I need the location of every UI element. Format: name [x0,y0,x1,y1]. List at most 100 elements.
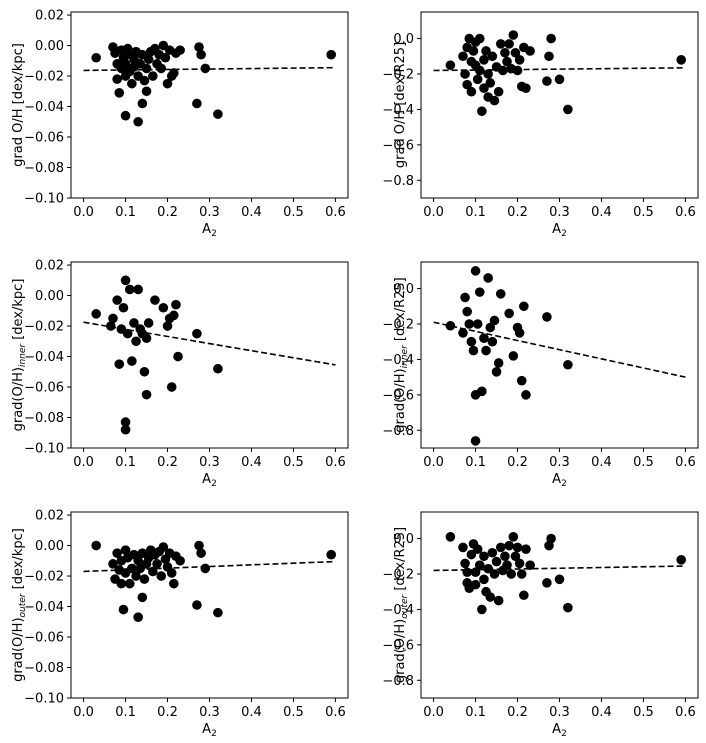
data-point [139,75,150,86]
data-point [120,110,131,121]
data-point [479,55,489,65]
data-point [554,74,565,85]
y-tick-label: −0.08 [24,411,64,426]
y-axis-label: grad O/H [dex/R25] [393,42,408,168]
data-point [192,328,202,339]
data-point [127,356,137,366]
data-point [166,568,177,578]
x-tick-label: 0.4 [591,455,612,470]
y-tick-label: −0.04 [24,100,64,115]
data-point [141,63,152,74]
data-point [150,295,160,305]
data-point [470,266,481,276]
data-point [462,306,472,317]
data-point [162,78,173,89]
data-point [458,51,468,62]
y-tick-label: −0.6 [382,638,414,653]
data-point [458,542,468,553]
plot-frame [420,11,699,199]
plot-frame [420,261,699,449]
data-point [544,51,554,62]
x-tick-label: 0.6 [325,455,346,470]
data-point [514,55,525,65]
x-tick-label: 0.0 [73,455,94,470]
x-tick-label: 0.1 [115,455,136,470]
data-point [158,542,169,552]
data-point [510,47,521,58]
data-point [487,547,498,558]
data-point [470,579,481,590]
data-point [483,273,493,283]
x-axis-label: A2 [552,472,567,489]
x-tick-label: 0.3 [549,705,570,720]
data-point [108,313,118,324]
data-point [158,302,169,313]
data-point [483,69,493,79]
data-point [120,417,131,427]
data-point [124,578,135,589]
y-tick-label: −0.10 [24,192,64,207]
data-point [504,308,514,319]
data-point [479,333,489,343]
data-point [489,569,500,579]
x-tick-label: 0.2 [157,455,178,470]
data-point [114,359,125,369]
data-point [127,78,137,89]
x-tick-label: 0.2 [507,705,528,720]
y-tick-label: −0.10 [24,692,64,707]
data-point [514,558,525,569]
data-point [481,46,491,56]
data-point [213,363,223,374]
x-axis-label: A2 [202,722,217,739]
data-point [483,563,493,574]
fit-line [433,321,686,378]
data-point [546,533,556,544]
x-tick-label: 0.4 [591,205,612,220]
data-point [508,532,519,542]
data-point [192,98,202,109]
x-tick-label: 0.5 [283,205,304,220]
data-point [175,45,185,55]
data-point [481,345,491,356]
x-tick-label: 0.2 [507,205,528,220]
data-point [127,563,137,574]
data-point [676,55,687,65]
data-point [493,86,504,97]
x-tick-label: 0.1 [465,705,486,720]
data-point [563,359,573,370]
x-axis-label: A2 [552,722,567,739]
x-axis-label: A2 [202,222,217,239]
y-tick-label: 0.02 [35,259,64,274]
x-axis-label: A2 [552,222,567,239]
y-tick-label: 0.0 [393,32,414,47]
data-point [445,60,456,70]
chart-panel-3: 0.0 0.1 0.2 0.3 0.4 0.5 0.6 −0.10 −0.08 −0.06 −0.0… [11,259,349,489]
data-point [200,563,211,574]
data-point [508,30,519,40]
data-point [472,544,483,554]
data-point [510,551,521,562]
data-point [169,578,179,589]
y-tick-label: −0.06 [24,381,64,396]
data-point [148,71,158,81]
data-point [173,351,183,362]
y-tick-label: −0.02 [24,320,64,335]
data-point [133,612,143,622]
data-point [143,54,154,65]
data-point [491,367,502,377]
data-point [472,74,483,85]
x-tick-label: 0.6 [325,705,346,720]
data-point [462,79,472,90]
y-tick-label: 0.02 [35,9,64,24]
data-point [131,571,141,581]
data-point [148,566,158,577]
x-tick-label: 0.0 [73,705,94,720]
y-tick-label: −0.6 [382,388,414,403]
data-point [512,65,523,76]
data-point [472,319,483,329]
data-point [160,52,171,63]
data-point [326,549,337,560]
y-axis-label: grad(O/H)inner [dex/kpc] [11,279,28,432]
data-point [460,558,470,569]
data-point [554,574,565,585]
